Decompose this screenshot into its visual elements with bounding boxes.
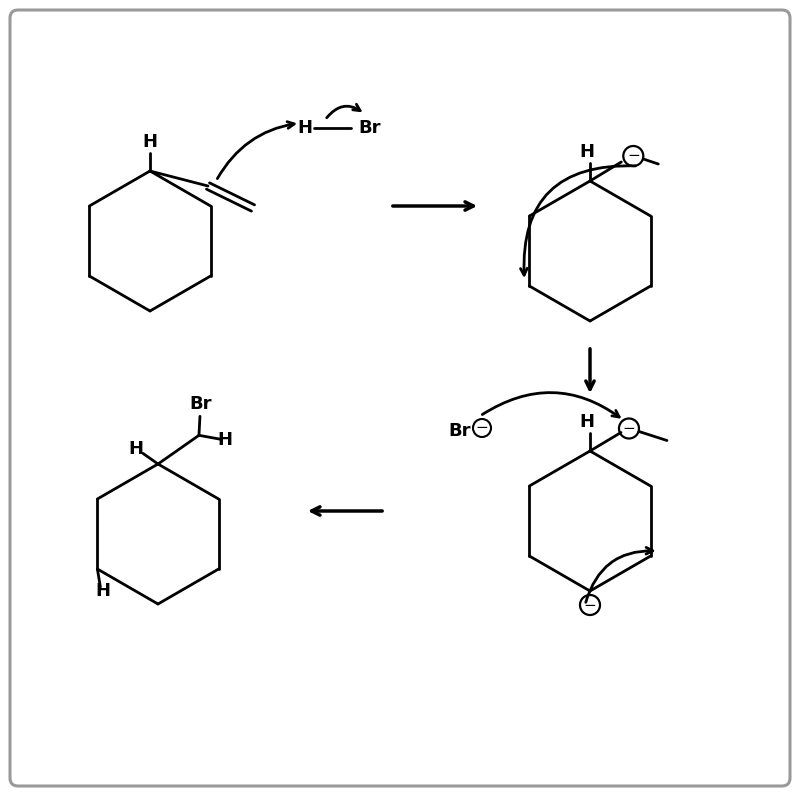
Text: H: H	[129, 440, 143, 458]
Text: Br: Br	[190, 396, 212, 413]
Text: H: H	[142, 133, 158, 151]
Text: Br: Br	[449, 422, 471, 440]
Text: −: −	[476, 420, 488, 435]
Text: H: H	[298, 119, 313, 137]
Text: H: H	[218, 431, 233, 449]
Text: Br: Br	[358, 119, 381, 137]
Text: H: H	[579, 413, 594, 431]
Text: H: H	[579, 143, 594, 161]
Text: −: −	[584, 598, 596, 612]
Text: −: −	[622, 421, 635, 436]
FancyBboxPatch shape	[10, 10, 790, 786]
Text: −: −	[627, 149, 640, 163]
Text: H: H	[95, 582, 110, 600]
